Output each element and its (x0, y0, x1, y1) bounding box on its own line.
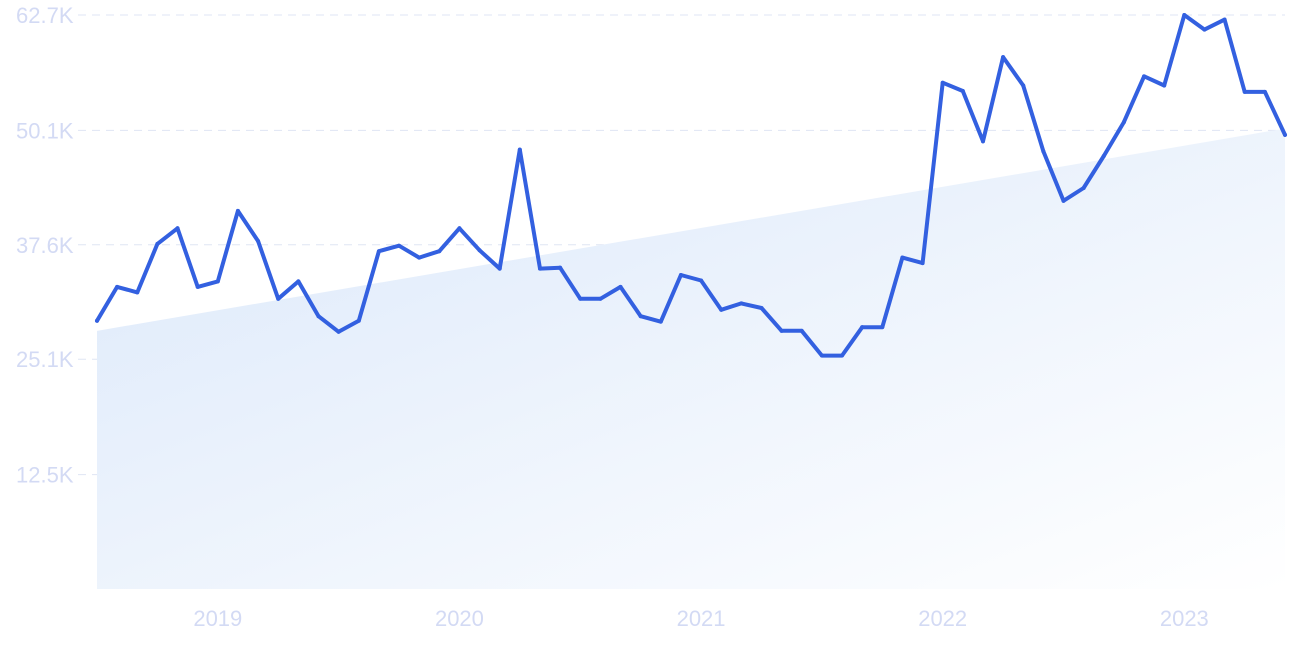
data-point (356, 318, 361, 323)
data-point (195, 284, 200, 289)
data-point (900, 255, 905, 260)
data-point (1061, 198, 1066, 203)
data-point (296, 279, 301, 284)
data-point (135, 290, 140, 295)
data-point (316, 314, 321, 319)
data-point (739, 301, 744, 306)
data-point (276, 296, 281, 301)
data-point (497, 266, 502, 271)
data-point (1182, 13, 1187, 17)
data-point (537, 266, 542, 271)
data-point (477, 248, 482, 253)
data-point (819, 353, 824, 358)
data-point (95, 318, 99, 323)
data-point (759, 305, 764, 310)
data-point (517, 147, 522, 152)
data-point (1222, 17, 1227, 22)
data-point (920, 261, 925, 266)
y-tick-label: 50.1K (16, 118, 74, 143)
data-point (376, 249, 381, 254)
data-point (437, 249, 442, 254)
data-point (779, 328, 784, 333)
data-point (336, 329, 341, 334)
data-point (1021, 83, 1026, 88)
data-point (618, 284, 623, 289)
data-point (397, 243, 402, 248)
data-point (980, 139, 985, 144)
data-point (457, 226, 462, 231)
trend-area (97, 128, 1285, 589)
y-axis-tick-labels: 12.5K 25.1K 37.6K 50.1K 62.7K (16, 3, 74, 488)
y-tick-label: 12.5K (16, 463, 74, 488)
x-tick-label: 2021 (677, 606, 726, 631)
data-point (256, 239, 261, 244)
data-points (95, 13, 1287, 358)
x-tick-label: 2019 (193, 606, 242, 631)
data-point (799, 328, 804, 333)
data-point (678, 272, 683, 277)
data-point (1101, 153, 1106, 158)
x-axis-tick-labels: 2019 2020 2021 2022 2023 (193, 606, 1208, 631)
data-point (578, 296, 583, 301)
data-point (1142, 74, 1147, 79)
data-point (658, 319, 663, 324)
data-point (840, 353, 845, 358)
y-tick-label: 25.1K (16, 347, 74, 372)
data-point (1283, 132, 1287, 137)
x-tick-label: 2020 (435, 606, 484, 631)
data-point (960, 88, 965, 93)
data-point (1001, 55, 1006, 60)
series-line (95, 13, 1287, 358)
data-point (699, 278, 704, 283)
data-point (175, 226, 180, 231)
y-tick-label: 37.6K (16, 233, 74, 258)
x-tick-label: 2022 (918, 606, 967, 631)
data-point (417, 255, 422, 260)
data-point (598, 296, 603, 301)
data-point (1081, 186, 1086, 191)
data-point (1162, 83, 1167, 88)
data-point (880, 325, 885, 330)
data-point (1121, 120, 1126, 125)
data-point (215, 279, 220, 284)
data-point (638, 314, 643, 319)
data-point (1041, 149, 1046, 154)
data-point (235, 208, 240, 213)
data-point (1202, 27, 1207, 32)
data-point (155, 241, 160, 246)
data-point (558, 265, 563, 270)
data-point (1262, 89, 1267, 94)
data-point (940, 80, 945, 85)
data-point (1242, 89, 1247, 94)
y-tick-label: 62.7K (16, 3, 74, 28)
data-point (860, 325, 865, 330)
data-point (115, 284, 120, 289)
x-tick-label: 2023 (1160, 606, 1209, 631)
data-point (719, 307, 724, 312)
